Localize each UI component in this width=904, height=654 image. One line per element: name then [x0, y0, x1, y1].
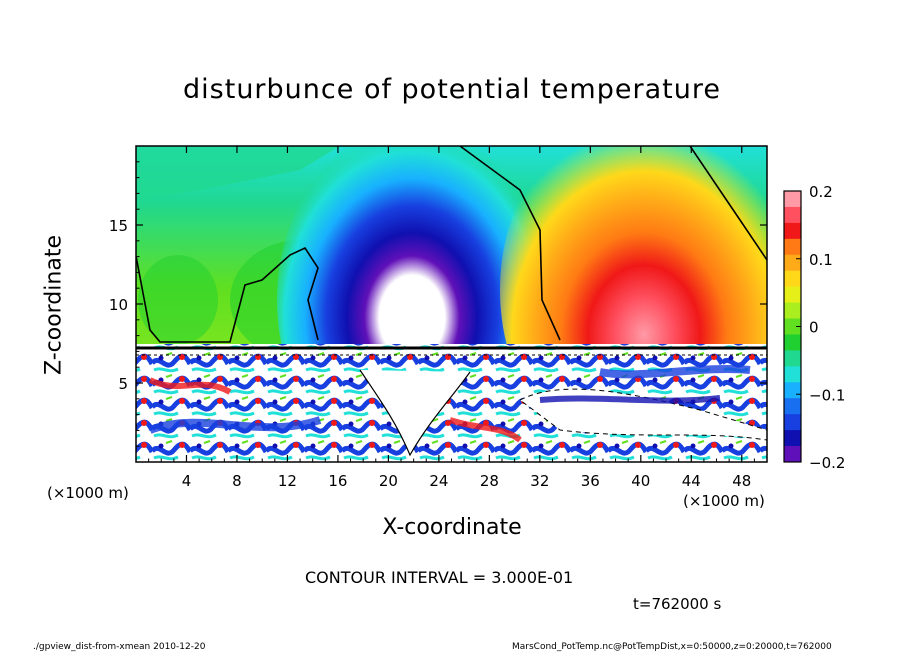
colorbar-swatch	[784, 206, 801, 224]
x-tick-label: 20	[379, 472, 398, 490]
x-tick-label: 48	[732, 472, 751, 490]
x-tick-label: 8	[232, 472, 242, 490]
colorbar-swatch	[784, 254, 801, 272]
colorbar-swatch	[784, 414, 801, 431]
y-axis: 5 10 15	[109, 161, 767, 447]
time-note: t=762000 s	[633, 595, 722, 613]
x-tick-label: 32	[530, 472, 549, 490]
heatmap-field	[136, 146, 767, 462]
colorbar-swatch	[784, 191, 801, 208]
colorbar-tick-label: 0	[809, 319, 819, 337]
colorbar-swatch	[784, 398, 801, 415]
colorbar-tick-label: 0.1	[809, 251, 833, 269]
x-tick-label: 28	[480, 472, 499, 490]
colorbar-swatch	[784, 350, 801, 367]
x-tick-label: 44	[682, 472, 701, 490]
chart-title: disturbunce of potential temperature	[183, 74, 721, 105]
y-tick-label: 10	[109, 296, 128, 314]
colorbar-swatch	[784, 430, 801, 447]
colorbar-swatch	[784, 366, 801, 383]
colorbar-swatch	[784, 222, 801, 240]
x-tick-label: 16	[328, 472, 347, 490]
colorbar-swatch	[784, 286, 801, 303]
x-unit-label-left: (×1000 m)	[47, 484, 129, 502]
x-tick-label: 4	[182, 472, 192, 490]
x-tick-label: 24	[429, 472, 448, 490]
colorbar-swatch	[784, 318, 801, 335]
colorbar-swatch	[784, 446, 801, 463]
colorbar-tick-label: −0.1	[809, 386, 845, 404]
footer-left: ./gpview_dist-from-xmean 2010-12-20	[33, 642, 206, 652]
contour-interval-note: CONTOUR INTERVAL = 3.000E-01	[305, 568, 574, 587]
colorbar-tick-label: −0.2	[809, 454, 845, 472]
x-tick-label: 36	[581, 472, 600, 490]
colorbar-tick-label: 0.2	[809, 183, 833, 201]
footer-right: MarsCond_PotTemp.nc@PotTempDist,x=0:5000…	[512, 642, 832, 652]
y-axis-label: Z-coordinate	[41, 235, 67, 375]
x-axis-label: X-coordinate	[382, 515, 522, 540]
x-axis: 4 8 12 16 20 24 28 32 36 40 44 48	[148, 146, 755, 490]
x-unit-label-right: (×1000 m)	[683, 492, 765, 510]
y-tick-label: 5	[118, 375, 128, 393]
x-tick-label: 40	[631, 472, 650, 490]
colorbar-swatch	[784, 334, 801, 351]
colorbar-swatch	[784, 238, 801, 256]
x-tick-label: 12	[278, 472, 297, 490]
colorbar-ticks: 0.2 0.1 0 −0.1 −0.2	[796, 183, 845, 472]
y-tick-label: 15	[109, 217, 128, 235]
colorbar-swatch	[784, 382, 801, 399]
colorbar-swatch	[784, 270, 801, 288]
colorbar-swatch	[784, 302, 801, 319]
